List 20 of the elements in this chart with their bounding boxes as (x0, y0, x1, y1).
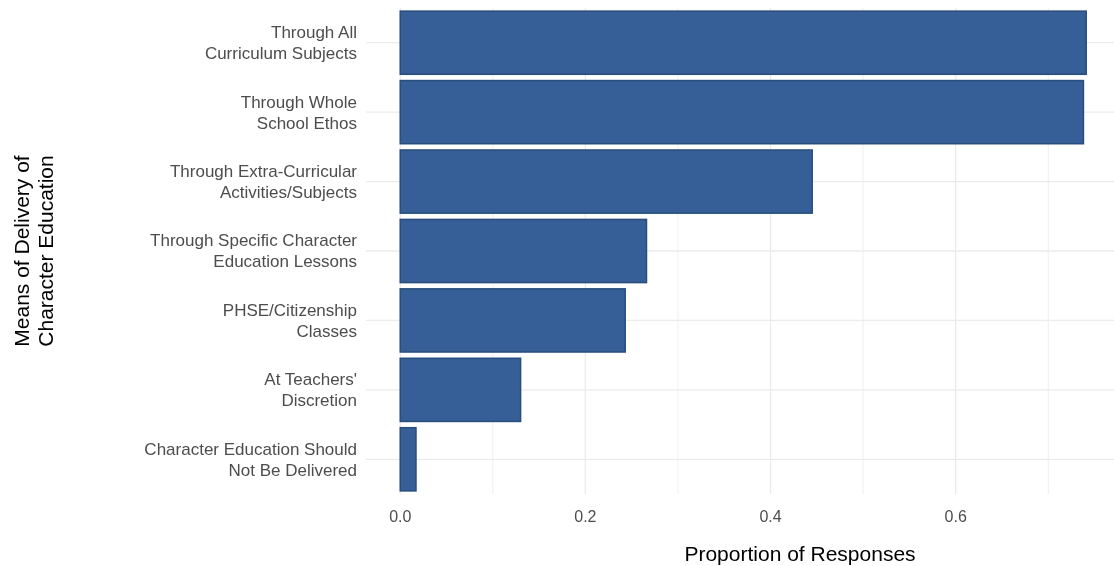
y-tick-label: Through Extra-Curricular Activities/Subjects (169, 162, 358, 203)
y-tick-label: Through Whole School Ethos (240, 92, 357, 133)
bar (399, 79, 1085, 145)
x-tick-label: 0.4 (759, 508, 782, 525)
bar (399, 218, 648, 284)
y-tick-label: Through Specific Character Education Lessons (150, 231, 358, 272)
y-tick-label: Through All Curriculum Subjects (204, 23, 357, 64)
bar (399, 149, 813, 214)
x-axis-title: Proportion of Responses (684, 542, 916, 566)
y-tick-label: PHSE/Citizenship Classes (222, 300, 357, 341)
x-tick-label: 0.6 (944, 508, 967, 525)
y-tick-label: At Teachers' Discretion (264, 370, 357, 411)
bar (399, 426, 417, 492)
y-tick-label: Character Education Should Not Be Delivered (144, 439, 357, 480)
bar (399, 10, 1087, 76)
bar (399, 288, 626, 353)
bar (399, 357, 522, 423)
y-axis-title: Means of Delivery of Character Education (10, 155, 58, 347)
x-tick-label: 0.0 (389, 508, 412, 525)
x-tick-label: 0.2 (574, 508, 597, 525)
